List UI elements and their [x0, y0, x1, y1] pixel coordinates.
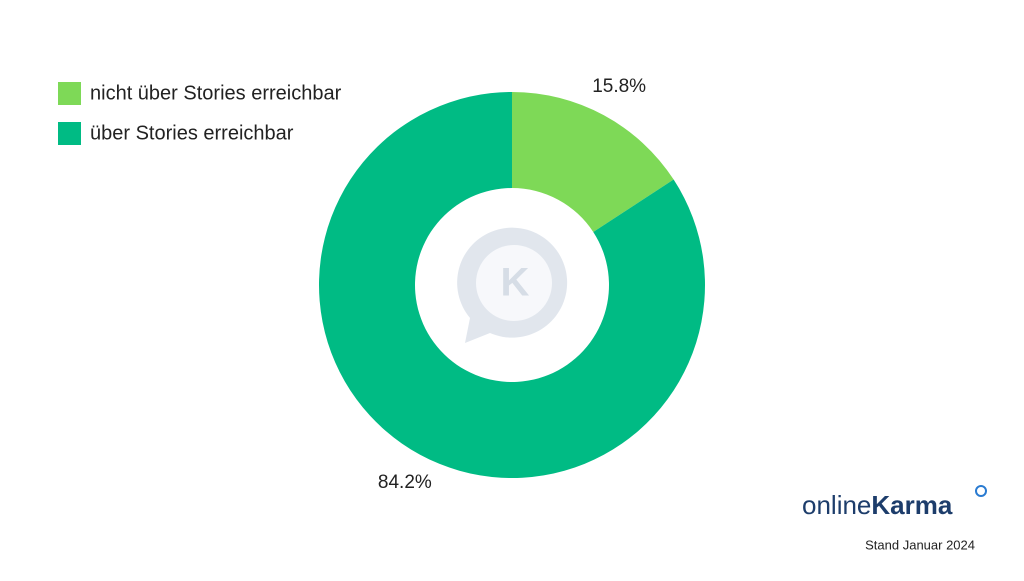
donut [318, 92, 705, 478]
legend-swatch [58, 122, 81, 145]
brand-logo: onlineKarma [802, 490, 953, 520]
brand-prefix: online [802, 490, 871, 520]
slice [512, 92, 674, 232]
legend-label: nicht über Stories erreichbar [90, 82, 342, 104]
legend-swatch [58, 82, 81, 105]
brand-name: Karma [871, 490, 952, 520]
watermark: K [457, 227, 568, 343]
data-label: 84.2% [378, 472, 432, 493]
brand-dot [975, 485, 987, 497]
watermark-letter: K [501, 261, 530, 305]
legend: nicht über Stories erreichbar über Storie… [58, 82, 342, 145]
legend-label: über Stories erreichbar [90, 122, 294, 144]
footnote: Stand Januar 2024 [865, 537, 975, 552]
slice [318, 92, 705, 478]
watermark-circle [476, 245, 552, 321]
data-label: 15.8% [592, 76, 646, 97]
